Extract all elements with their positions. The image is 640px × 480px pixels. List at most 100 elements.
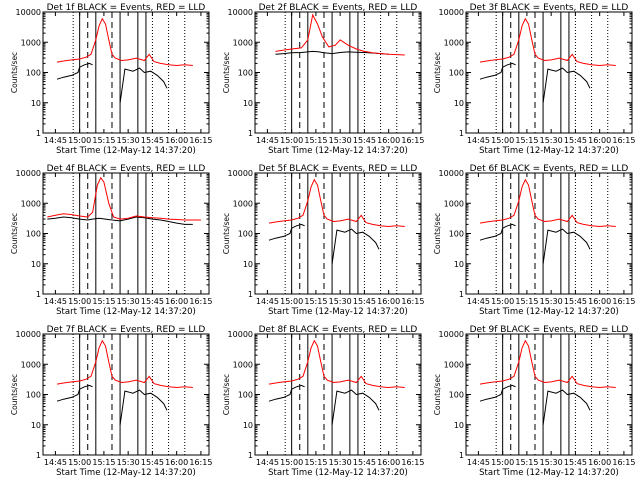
series-line-lld: [275, 13, 405, 56]
series-line-events: [47, 216, 193, 225]
panel-det-2: Det 2f BLACK = Events, RED = LLD 1 10 100 10…: [222, 3, 424, 156]
y-tick-label: 10000: [439, 169, 464, 178]
x-tick-label: 15:45: [141, 136, 164, 145]
series-line-lld: [479, 339, 616, 389]
x-tick-label: 16:00: [588, 458, 611, 467]
y-tick-label: 1: [459, 451, 464, 460]
y-tick-label: 10: [31, 421, 41, 430]
x-axis-label: Start Time (12-May-12 14:37:20): [268, 468, 408, 478]
y-tick-label: 1: [459, 290, 464, 299]
x-tick-label: 15:15: [92, 136, 115, 145]
x-axis-label: Start Time (12-May-12 14:37:20): [479, 307, 619, 317]
y-tick-label: 1000: [444, 360, 464, 369]
x-tick-label: 15:45: [353, 458, 376, 467]
x-tick-label: 15:30: [329, 458, 352, 467]
y-axis-label: Counts/sec: [10, 374, 19, 415]
series-line-events: [268, 384, 380, 425]
series-line-lld: [56, 17, 193, 67]
y-tick-label: 100: [238, 391, 253, 400]
y-tick-label: 10000: [16, 330, 41, 339]
panel-title: Det 5f BLACK = Events, RED = LLD: [259, 164, 418, 174]
x-tick-label: 15:30: [540, 458, 563, 467]
y-axis-label: Counts/sec: [10, 213, 19, 254]
x-tick-label: 15:00: [491, 458, 514, 467]
x-tick-label: 16:15: [612, 297, 635, 306]
x-tick-label: 16:00: [377, 136, 400, 145]
y-tick-label: 1: [459, 129, 464, 138]
x-tick-label: 15:30: [117, 297, 140, 306]
x-tick-label: 15:00: [491, 136, 514, 145]
panel-det-1: Det 1f BLACK = Events, RED = LLD 1 10 100 10…: [10, 3, 212, 156]
panel-title: Det 3f BLACK = Events, RED = LLD: [470, 3, 629, 13]
x-tick-label: 14:45: [44, 297, 67, 306]
y-tick-label: 100: [238, 230, 253, 239]
panel-det-8: Det 8f BLACK = Events, RED = LLD 1 10 100 10…: [222, 325, 424, 478]
y-tick-label: 10: [454, 421, 464, 430]
panel-title: Det 6f BLACK = Events, RED = LLD: [470, 164, 629, 174]
x-tick-label: 16:00: [588, 297, 611, 306]
y-tick-label: 10: [243, 421, 253, 430]
series-line-lld: [56, 339, 193, 389]
x-tick-label: 15:45: [141, 458, 164, 467]
series-line-lld: [268, 339, 405, 389]
x-axis-label: Start Time (12-May-12 14:37:20): [268, 146, 408, 156]
x-tick-label: 16:00: [377, 458, 400, 467]
axes-frame: [42, 11, 210, 134]
series-line-lld: [47, 176, 201, 221]
x-tick-label: 14:45: [256, 458, 279, 467]
y-tick-label: 10: [31, 260, 41, 269]
panel-title: Det 1f BLACK = Events, RED = LLD: [47, 3, 206, 13]
x-tick-label: 14:45: [256, 136, 279, 145]
y-tick-label: 100: [449, 230, 464, 239]
x-tick-label: 16:15: [401, 458, 424, 467]
x-tick-label: 16:00: [377, 297, 400, 306]
x-tick-label: 15:15: [92, 297, 115, 306]
series-line-lld: [479, 17, 616, 67]
x-tick-label: 15:15: [515, 458, 538, 467]
series-line-events: [479, 384, 591, 425]
y-tick-label: 1000: [21, 199, 41, 208]
x-axis-label: Start Time (12-May-12 14:37:20): [56, 307, 196, 317]
x-tick-label: 15:15: [304, 458, 327, 467]
x-tick-label: 16:15: [401, 136, 424, 145]
y-axis-label: Counts/sec: [222, 213, 231, 254]
y-tick-label: 1: [36, 129, 41, 138]
y-tick-label: 10000: [439, 8, 464, 17]
x-tick-label: 15:30: [117, 458, 140, 467]
x-tick-label: 16:15: [189, 458, 212, 467]
y-tick-label: 1: [36, 451, 41, 460]
x-tick-label: 15:00: [280, 458, 303, 467]
panel-det-9: Det 9f BLACK = Events, RED = LLD 1 10 100 10…: [433, 325, 635, 478]
series-line-events: [479, 223, 591, 264]
panel-det-7: Det 7f BLACK = Events, RED = LLD 1 10 100 10…: [10, 325, 212, 478]
x-axis-label: Start Time (12-May-12 14:37:20): [479, 146, 619, 156]
y-tick-label: 10: [243, 99, 253, 108]
y-tick-label: 10000: [228, 8, 253, 17]
y-tick-label: 1000: [444, 199, 464, 208]
axes-frame: [254, 172, 422, 295]
y-tick-label: 10: [454, 260, 464, 269]
x-tick-label: 16:15: [189, 136, 212, 145]
x-tick-label: 16:15: [612, 458, 635, 467]
x-tick-label: 15:45: [353, 136, 376, 145]
x-tick-label: 14:45: [44, 136, 67, 145]
x-tick-label: 16:15: [189, 297, 212, 306]
y-axis-label: Counts/sec: [433, 374, 442, 415]
y-axis-label: Counts/sec: [10, 52, 19, 93]
y-tick-label: 1000: [21, 360, 41, 369]
x-axis-label: Start Time (12-May-12 14:37:20): [268, 307, 408, 317]
x-tick-label: 15:15: [304, 136, 327, 145]
axes-frame: [254, 11, 422, 134]
x-tick-label: 15:45: [564, 458, 587, 467]
y-tick-label: 10000: [439, 330, 464, 339]
panel-title: Det 2f BLACK = Events, RED = LLD: [259, 3, 418, 13]
axes-frame: [254, 333, 422, 456]
x-tick-label: 15:00: [280, 136, 303, 145]
y-tick-label: 100: [449, 69, 464, 78]
y-tick-label: 10: [454, 99, 464, 108]
x-axis-label: Start Time (12-May-12 14:37:20): [56, 146, 196, 156]
x-tick-label: 15:00: [491, 297, 514, 306]
x-axis-label: Start Time (12-May-12 14:37:20): [56, 468, 196, 478]
series-line-lld: [479, 178, 616, 228]
